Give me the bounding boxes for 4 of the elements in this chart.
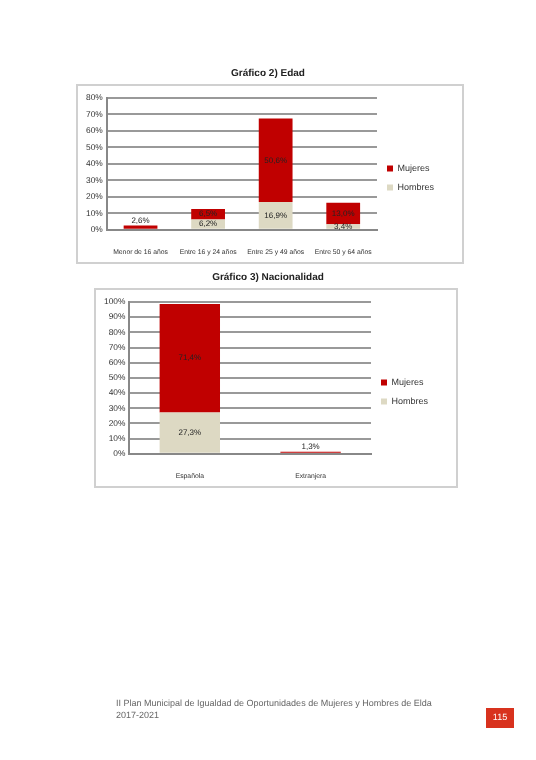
bar [159,303,221,413]
bar [258,118,293,202]
bar [159,412,221,453]
bar [258,201,293,229]
